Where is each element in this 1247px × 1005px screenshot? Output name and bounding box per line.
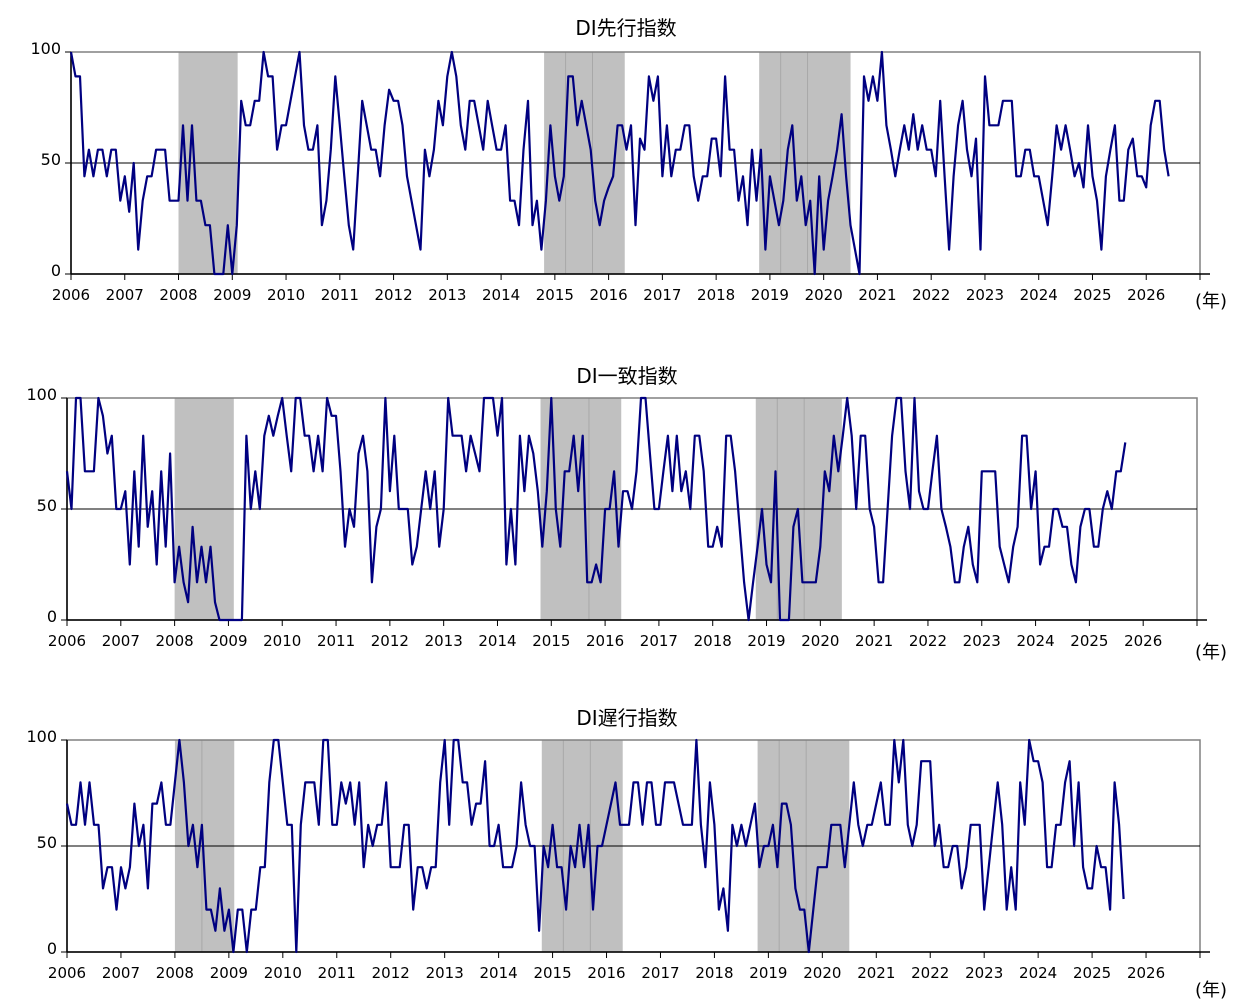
x-tick-label: 2009: [210, 964, 248, 982]
series-line: [69, 50, 1170, 276]
chart-panel-1: 0 50 100 2006 2007 2008 2009 2010 2011 2012 2013 20…: [30, 16, 1227, 312]
x-tick-label: 2010: [267, 286, 305, 304]
x-tick-label: 2017: [640, 632, 678, 650]
x-tick-label: 2010: [263, 632, 301, 650]
x-tick-label: 2010: [264, 964, 302, 982]
x-tick-label: 2026: [1127, 964, 1165, 982]
x-tick-label: 2015: [532, 632, 570, 650]
series-line: [65, 396, 1127, 622]
y-tick-label: 50: [41, 150, 61, 169]
x-unit-label: (年): [1195, 291, 1227, 312]
x-tick-label: 2026: [1127, 286, 1165, 304]
x-tick-label: 2019: [749, 964, 787, 982]
x-tick-label: 2025: [1073, 286, 1111, 304]
x-tick-label: 2022: [909, 632, 947, 650]
x-tick-label: 2011: [317, 632, 355, 650]
x-tick-label: 2016: [590, 286, 628, 304]
x-tick-label: 2009: [209, 632, 247, 650]
y-tick-label: 50: [37, 833, 57, 852]
x-tick-label: 2020: [805, 286, 843, 304]
chart-title: DI一致指数: [576, 364, 677, 388]
x-tick-label: 2008: [156, 632, 194, 650]
x-unit-label: (年): [1195, 980, 1227, 1001]
x-tick-label: 2014: [480, 964, 518, 982]
x-tick-label: 2016: [586, 632, 624, 650]
y-tick-label: 100: [26, 727, 57, 746]
x-tick-label: 2011: [318, 964, 356, 982]
x-tick-label: 2026: [1124, 632, 1162, 650]
x-tick-label: 2020: [803, 964, 841, 982]
x-tick-label: 2019: [751, 286, 789, 304]
x-tick-label: 2014: [482, 286, 520, 304]
x-tick-label: 2008: [159, 286, 197, 304]
x-tick-label: 2006: [48, 964, 86, 982]
x-tick-label: 2014: [478, 632, 516, 650]
x-tick-label: 2013: [426, 964, 464, 982]
x-tick-label: 2021: [855, 632, 893, 650]
x-tick-label: 2020: [801, 632, 839, 650]
y-tick-label: 0: [47, 939, 57, 958]
x-tick-label: 2022: [912, 286, 950, 304]
x-tick-label: 2007: [106, 286, 144, 304]
x-tick-label: 2018: [694, 632, 732, 650]
x-tick-label: 2025: [1070, 632, 1108, 650]
x-tick-label: 2012: [371, 632, 409, 650]
x-tick-label: 2024: [1020, 286, 1058, 304]
x-tick-label: 2017: [643, 286, 681, 304]
x-tick-label: 2019: [747, 632, 785, 650]
x-unit-label: (年): [1195, 642, 1227, 663]
y-tick-label: 100: [30, 39, 61, 58]
x-tick-label: 2024: [1019, 964, 1057, 982]
x-tick-label: 2023: [963, 632, 1001, 650]
chart-panel-2: 0 50 100 2006 2007 2008 2009 2010 2011 2012 2013 20…: [26, 364, 1227, 663]
chart-title: DI遅行指数: [576, 706, 677, 730]
x-tick-label: 2007: [102, 632, 140, 650]
x-tick-label: 2023: [965, 964, 1003, 982]
x-tick-label: 2012: [374, 286, 412, 304]
x-tick-label: 2011: [321, 286, 359, 304]
x-tick-label: 2015: [533, 964, 571, 982]
chart-title: DI先行指数: [575, 16, 676, 40]
x-tick-label: 2013: [425, 632, 463, 650]
x-tick-label: 2016: [587, 964, 625, 982]
x-tick-label: 2008: [156, 964, 194, 982]
x-tick-label: 2025: [1073, 964, 1111, 982]
x-tick-label: 2021: [857, 964, 895, 982]
x-tick-label: 2009: [213, 286, 251, 304]
x-tick-label: 2021: [858, 286, 896, 304]
x-tick-label: 2015: [536, 286, 574, 304]
x-tick-label: 2024: [1016, 632, 1054, 650]
chart-panel-3: 0 50 100 2006 2007 2008 2009 2010 2011 2012 2013 20…: [26, 706, 1227, 1001]
y-tick-label: 0: [51, 261, 61, 280]
x-tick-label: 2017: [641, 964, 679, 982]
series-line: [65, 738, 1125, 954]
x-tick-label: 2006: [52, 286, 90, 304]
y-tick-label: 100: [26, 385, 57, 404]
x-tick-label: 2006: [48, 632, 86, 650]
x-tick-label: 2007: [102, 964, 140, 982]
y-tick-label: 0: [47, 607, 57, 626]
y-tick-label: 50: [37, 496, 57, 515]
x-tick-label: 2022: [911, 964, 949, 982]
x-tick-label: 2012: [372, 964, 410, 982]
x-tick-label: 2018: [695, 964, 733, 982]
x-tick-label: 2023: [966, 286, 1004, 304]
x-tick-label: 2018: [697, 286, 735, 304]
x-tick-label: 2013: [428, 286, 466, 304]
